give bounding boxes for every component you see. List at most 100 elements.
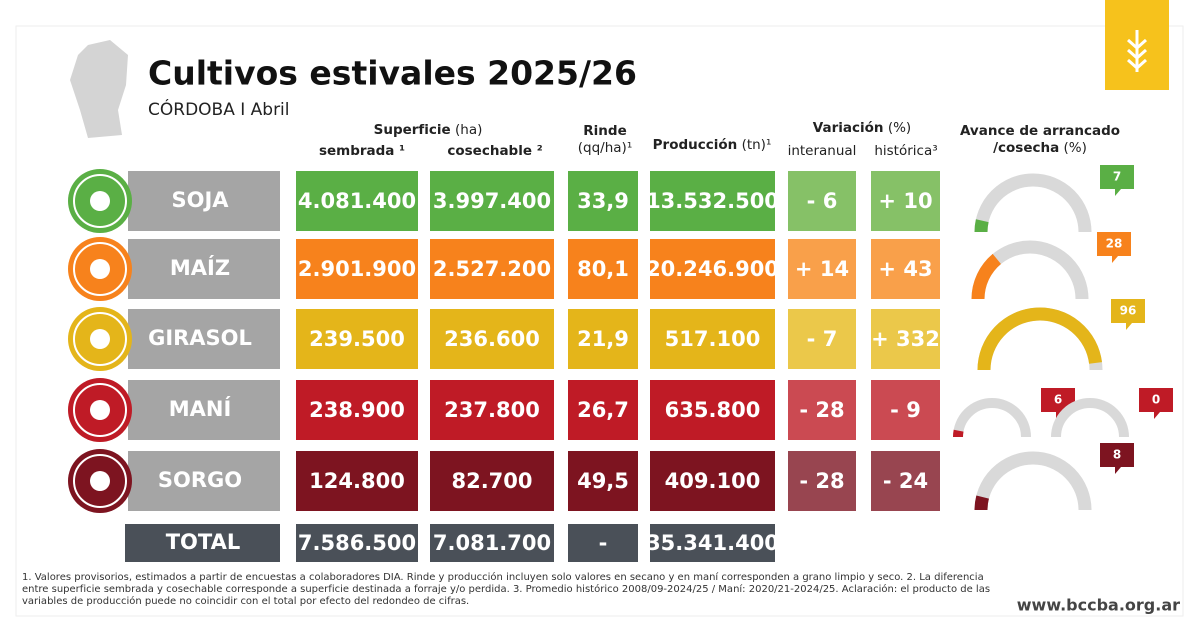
crop-name: GIRASOL (148, 326, 252, 350)
url: www.bccba.org.ar (1017, 596, 1180, 615)
total-name: TOTAL (166, 530, 241, 554)
produccion-value: 20.246.900 (646, 257, 779, 281)
crop-name: MAÍZ (170, 255, 230, 280)
crop-name-box (128, 451, 280, 511)
cosechable-value: 82.700 (451, 469, 532, 493)
total-box (125, 524, 280, 562)
crop-icon-glyph (90, 329, 110, 349)
value-label: 28 (1106, 237, 1123, 251)
cell-box (788, 451, 856, 511)
total-rinde: - (599, 531, 608, 555)
cell-box (788, 380, 856, 440)
cell-box (430, 171, 554, 231)
footnote: 1. Valores provisorios, estimados a part… (22, 572, 991, 607)
gauge-track (953, 398, 1031, 438)
frame (15, 25, 1184, 617)
col-header: cosechable ² (447, 143, 542, 159)
cell-box (568, 451, 638, 511)
historica-value: + 43 (878, 257, 932, 281)
rinde-value: 26,7 (577, 398, 629, 422)
gauge-track (971, 240, 1089, 300)
total-cell (430, 524, 554, 562)
value-bubble (1100, 443, 1134, 474)
rinde-value: 21,9 (577, 327, 629, 351)
historica-value: + 332 (871, 327, 940, 351)
cosechable-value: 2.527.200 (433, 257, 551, 281)
col-header: /cosecha (%) (993, 140, 1087, 156)
sembrada-value: 4.081.400 (298, 189, 416, 213)
gauge-fill (971, 253, 1002, 300)
cell-box (650, 451, 775, 511)
cosechable-value: 236.600 (444, 327, 540, 351)
crop-name-box (128, 171, 280, 231)
value-label: 7 (1113, 170, 1121, 184)
logo-wheat (1127, 30, 1147, 72)
total-cell (650, 524, 775, 562)
subtitle: CÓRDOBA I Abril (148, 98, 290, 120)
produccion-value: 517.100 (665, 327, 761, 351)
cosechable-value: 237.800 (444, 398, 540, 422)
crop-name-box (128, 380, 280, 440)
cell-box (871, 171, 940, 231)
crop-icon-glyph (90, 259, 110, 279)
value-label: 0 (1152, 393, 1160, 407)
produccion-value: 635.800 (665, 398, 761, 422)
rinde-value: 49,5 (577, 469, 629, 493)
interanual-value: - 28 (799, 398, 844, 422)
value-label: 8 (1113, 448, 1121, 462)
crop-icon-ring (73, 174, 127, 228)
crop-name-box (128, 239, 280, 299)
historica-value: + 10 (878, 189, 932, 213)
col-header: interanual (788, 143, 857, 159)
gauge-track (1051, 398, 1129, 438)
cell-box (650, 171, 775, 231)
crop-icon-ring (73, 454, 127, 508)
cordoba-map (70, 40, 128, 138)
col-header: Avance de arrancado (960, 123, 1120, 139)
cell-box (568, 239, 638, 299)
cell-box (650, 380, 775, 440)
cell-box (871, 380, 940, 440)
cell-box (296, 171, 418, 231)
col-header: sembrada ¹ (319, 143, 405, 159)
cell-box (650, 309, 775, 369)
cosechable-value: 3.997.400 (433, 189, 551, 213)
cell-box (788, 239, 856, 299)
value-label: 96 (1120, 304, 1137, 318)
interanual-value: - 7 (807, 327, 838, 351)
total-cell (568, 524, 638, 562)
gauge-fill (974, 495, 989, 511)
crop-icon-glyph (90, 191, 110, 211)
sembrada-value: 239.500 (309, 327, 405, 351)
historica-value: - 9 (890, 398, 921, 422)
cell-box (430, 309, 554, 369)
gauge-track (974, 451, 1092, 511)
cell-box (871, 309, 940, 369)
value-bubble (1139, 388, 1173, 419)
total-sembrada: 7.586.500 (298, 531, 416, 555)
produccion-value: 409.100 (665, 469, 761, 493)
cell-box (430, 380, 554, 440)
crop-name: MANÍ (169, 396, 232, 421)
interanual-value: + 14 (795, 257, 849, 281)
cell-box (296, 309, 418, 369)
cell-box (296, 380, 418, 440)
crop-name: SOJA (171, 188, 229, 212)
produccion-value: 13.532.500 (646, 189, 779, 213)
col-header: histórica³ (874, 143, 937, 159)
sembrada-value: 238.900 (309, 398, 405, 422)
value-bubble (1100, 165, 1134, 196)
cell-box (568, 380, 638, 440)
crop-icon-ring (73, 312, 127, 366)
cell-box (650, 239, 775, 299)
cell-box (871, 451, 940, 511)
historica-value: - 24 (883, 469, 928, 493)
crop-icon-ring (73, 383, 127, 437)
total-cell (296, 524, 418, 562)
cell-box (430, 239, 554, 299)
cell-box (788, 171, 856, 231)
rinde-value: 80,1 (577, 257, 629, 281)
crop-name-box (128, 309, 280, 369)
cell-box (871, 239, 940, 299)
